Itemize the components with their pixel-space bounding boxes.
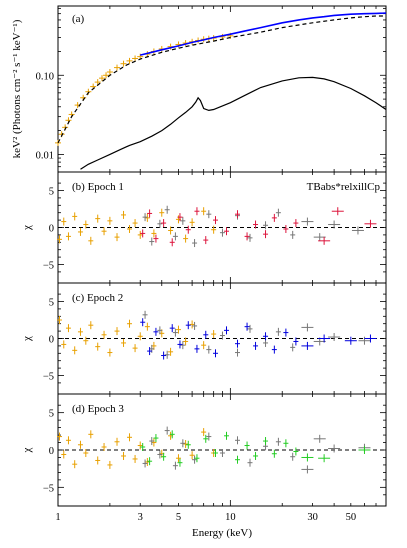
y-tick-label: −5 xyxy=(43,483,54,494)
y-tick-label: 5 xyxy=(49,187,54,198)
model-dashed-line xyxy=(57,15,386,144)
panel-a-frame xyxy=(57,5,387,173)
panel-title: (c) Epoch 2 xyxy=(72,292,123,304)
y-tick-label: 5 xyxy=(49,298,54,309)
x-tick-label: 5 xyxy=(176,512,181,523)
x-tick-label: 1 xyxy=(55,512,60,523)
model-annotation: TBabs*relxillCp xyxy=(307,181,381,193)
y-tick-label: 0.01 xyxy=(36,150,54,161)
y-tick-label: 5 xyxy=(49,409,54,420)
panel-label: (a) xyxy=(72,13,85,25)
y-tick-label: 0 xyxy=(49,224,54,235)
panel-a-spectrum: 0.01 0.10 (a) keV² (Photons cm⁻² s⁻¹ keV⁻¹) xyxy=(11,5,387,173)
panel-d-residuals: −5 0 5 (d) Epoch 3 χ 1 3 5 10 30 50 Energy (keV) xyxy=(21,393,387,539)
panel-b-residuals: −5 0 5 (b) Epoch 1 TBabs*relxillCp χ xyxy=(21,171,387,284)
y-tick-label: 0 xyxy=(49,335,54,346)
x-tick-label: 30 xyxy=(307,512,318,523)
y-axis-label: χ xyxy=(21,225,33,231)
y-axis-label: χ xyxy=(21,447,33,453)
x-axis-label: Energy (keV) xyxy=(192,527,252,539)
x-tick-label: 10 xyxy=(225,512,236,523)
model-line xyxy=(80,76,387,170)
y-tick-label: 0.10 xyxy=(36,71,54,82)
x-tick-label: 50 xyxy=(346,512,357,523)
panel-title: (d) Epoch 3 xyxy=(72,403,124,415)
x-tick-label: 3 xyxy=(138,512,143,523)
model-line xyxy=(140,12,387,56)
y-tick-label: −5 xyxy=(43,261,54,272)
panel-title: (b) Epoch 1 xyxy=(72,181,124,193)
y-axis-label: χ xyxy=(21,336,33,342)
panel-c-residuals: −5 0 5 (c) Epoch 2 χ xyxy=(21,282,387,395)
y-tick-label: 0 xyxy=(49,446,54,457)
y-tick-label: −5 xyxy=(43,372,54,383)
y-axis-label: keV² (Photons cm⁻² s⁻¹ keV⁻¹) xyxy=(11,19,23,158)
